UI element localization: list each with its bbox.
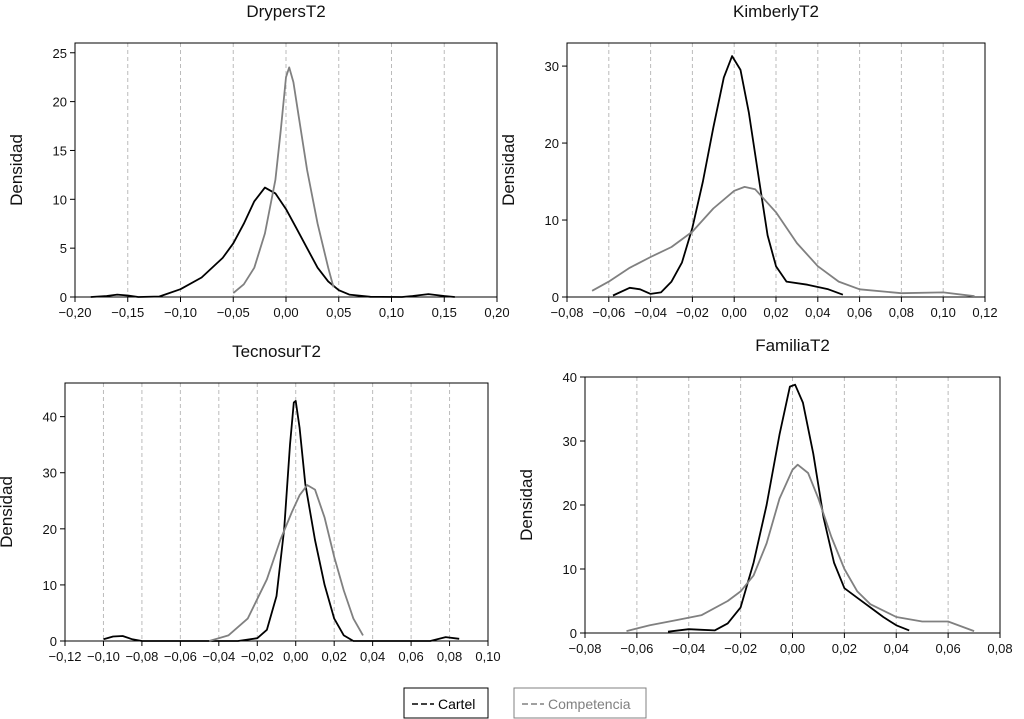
series-line-cartel: [90, 186, 455, 298]
x-tick-label: 0,00: [283, 649, 308, 664]
y-tick-label: 0: [552, 290, 559, 305]
chart-panel: −0,12 −0,10 −0,08 −0,06 −0,04 −0,02 0,00 0,02 0,…: [0, 342, 501, 664]
x-tick-label: 0,06: [935, 641, 960, 656]
x-tick-label: −0,02: [676, 305, 709, 320]
x-tick-label: −0,10: [87, 649, 120, 664]
legend-item-cartel: Cartel: [403, 687, 489, 719]
x-tick-label: −0,08: [125, 649, 158, 664]
x-tick-label: 0,00: [273, 305, 298, 320]
x-tick-label: −0,04: [672, 641, 705, 656]
y-tick-label: 10: [53, 192, 67, 207]
legend-box: [513, 687, 647, 719]
series-line-cartel: [103, 400, 460, 642]
x-tick-label: −0,06: [592, 305, 625, 320]
chart-panel: −0,08 −0,06 −0,04 −0,02 0,00 0,02 0,04 0,06 0,08…: [517, 336, 1013, 656]
chart-panel: −0,08 −0,06 −0,04 −0,02 0,00 0,02 0,04 0,06 0,08…: [499, 2, 998, 320]
y-tick-label: 10: [545, 213, 559, 228]
y-tick-label: 15: [53, 143, 67, 158]
y-tick-label: 30: [545, 59, 559, 74]
x-tick-label: −0,20: [59, 305, 92, 320]
y-tick-label: 25: [53, 46, 67, 61]
x-tick-label: 0,06: [398, 649, 423, 664]
y-axis-label: Densidad: [7, 134, 26, 206]
x-tick-label: −0,04: [202, 649, 235, 664]
series-line-competencia: [626, 463, 975, 632]
legend-label: Competencia: [548, 696, 631, 712]
y-axis-label: Densidad: [499, 134, 518, 206]
x-tick-label: 0,00: [722, 305, 747, 320]
x-tick-label: 0,00: [780, 641, 805, 656]
legend-label: Cartel: [438, 696, 475, 712]
series-line-competencia: [208, 484, 364, 642]
x-tick-label: 0,06: [847, 305, 872, 320]
y-tick-label: 20: [53, 95, 67, 110]
x-tick-label: 0,15: [432, 305, 457, 320]
x-tick-label: 0,10: [379, 305, 404, 320]
y-axis-label: Densidad: [517, 469, 536, 541]
x-tick-label: −0,15: [111, 305, 144, 320]
y-tick-label: 40: [563, 370, 577, 385]
x-tick-label: −0,05: [217, 305, 250, 320]
x-tick-label: −0,06: [164, 649, 197, 664]
y-tick-label: 10: [563, 562, 577, 577]
y-tick-label: 20: [43, 522, 57, 537]
x-tick-label: −0,10: [164, 305, 197, 320]
x-tick-label: −0,02: [724, 641, 757, 656]
x-tick-label: 0,20: [484, 305, 509, 320]
y-tick-label: 40: [43, 410, 57, 425]
x-tick-label: −0,06: [620, 641, 653, 656]
y-tick-label: 30: [43, 466, 57, 481]
y-tick-label: 0: [60, 290, 67, 305]
chart-title: DrypersT2: [246, 2, 325, 21]
plot-frame: [64, 382, 489, 642]
x-tick-label: 0,08: [987, 641, 1012, 656]
x-tick-label: 0,10: [931, 305, 956, 320]
x-tick-label: −0,02: [241, 649, 274, 664]
x-tick-label: 0,04: [884, 641, 909, 656]
x-tick-label: −0,12: [49, 649, 82, 664]
y-tick-label: 0: [50, 634, 57, 649]
y-tick-label: 20: [545, 136, 559, 151]
legend-box: [403, 687, 489, 719]
chart-title: TecnosurT2: [232, 342, 321, 361]
chart-title: KimberlyT2: [733, 2, 819, 21]
x-tick-label: 0,04: [805, 305, 830, 320]
x-tick-label: 0,04: [360, 649, 385, 664]
y-tick-label: 30: [563, 434, 577, 449]
x-tick-label: 0,02: [832, 641, 857, 656]
y-tick-label: 20: [563, 498, 577, 513]
chart-title: FamiliaT2: [755, 336, 830, 355]
y-axis-label: Densidad: [0, 476, 16, 548]
x-tick-label: 0,08: [437, 649, 462, 664]
x-tick-label: −0,08: [551, 305, 584, 320]
x-tick-label: 0,08: [889, 305, 914, 320]
legend-item-competencia: Competencia: [513, 687, 647, 719]
series-line-cartel: [667, 383, 910, 633]
series-line-cartel: [612, 55, 844, 297]
y-tick-label: 0: [570, 626, 577, 641]
x-tick-label: 0,10: [475, 649, 500, 664]
x-tick-label: −0,04: [634, 305, 667, 320]
x-tick-label: −0,08: [569, 641, 602, 656]
y-tick-label: 10: [43, 578, 57, 593]
y-tick-label: 5: [60, 241, 67, 256]
series-line-competencia: [232, 66, 335, 294]
series-line-competencia: [591, 186, 975, 298]
x-tick-label: 0,12: [972, 305, 997, 320]
x-tick-label: 0,02: [763, 305, 788, 320]
chart-panel: −0,20 −0,15 −0,10 −0,05 0,00 0,05 0,10 0,15 0,20…: [7, 2, 510, 320]
x-tick-label: 0,05: [326, 305, 351, 320]
x-tick-label: 0,02: [322, 649, 347, 664]
